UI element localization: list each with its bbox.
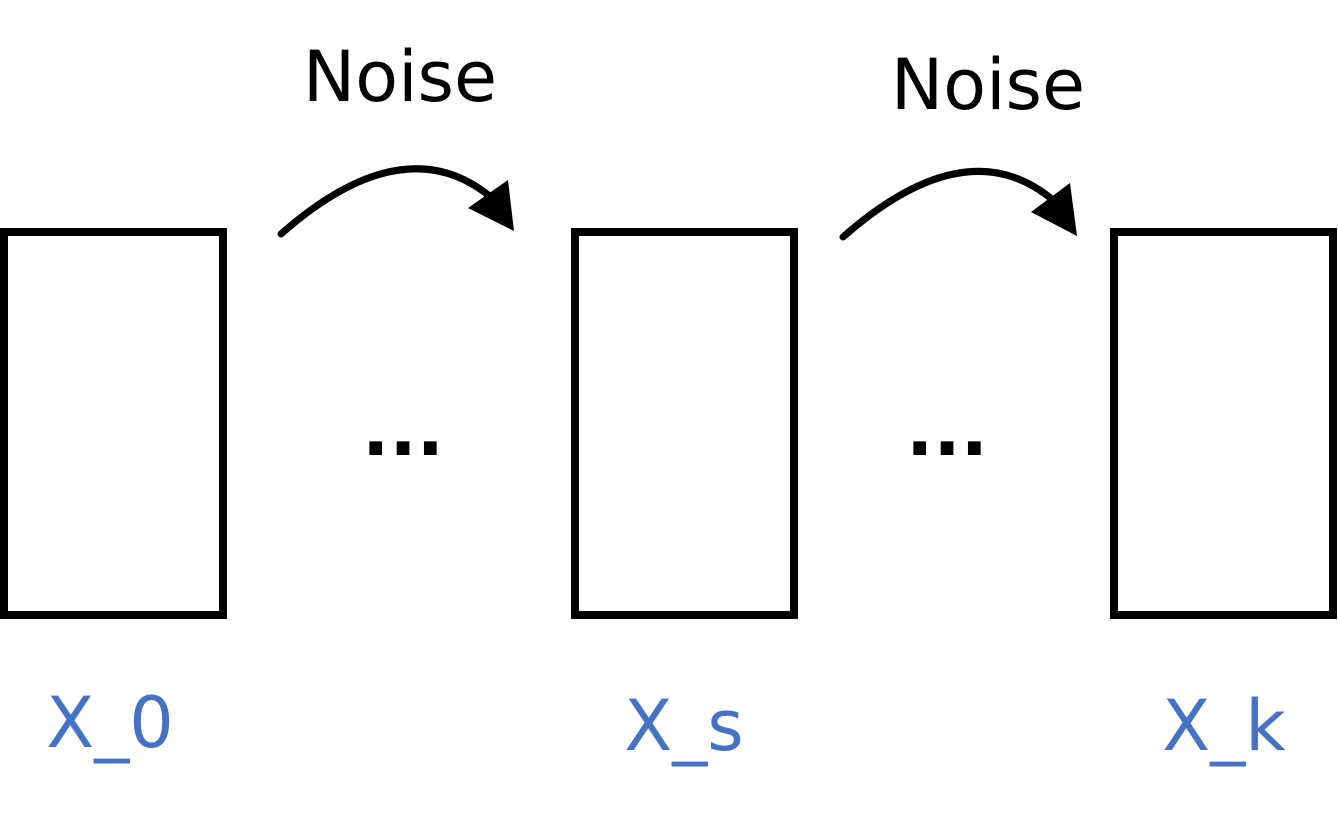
transition-label-2: Noise [891,44,1085,126]
state-label-xk: X_k [1162,685,1286,767]
arrow-curve [839,167,1057,241]
transition-label-1: Noise [303,36,497,118]
state-label-xs: X_s [624,685,743,767]
transition-arrow-1 [277,165,514,238]
state-box-xk [1110,228,1337,619]
ellipsis-1: ... [362,388,444,472]
state-label-x0: X_0 [46,682,174,764]
arrow-head-icon [1031,183,1077,236]
transition-arrow-2 [839,167,1077,241]
state-box-xs [571,228,798,619]
state-box-x0 [0,228,227,619]
ellipsis-2: ... [906,388,988,472]
arrow-curve [277,165,496,238]
arrow-head-icon [468,180,514,231]
